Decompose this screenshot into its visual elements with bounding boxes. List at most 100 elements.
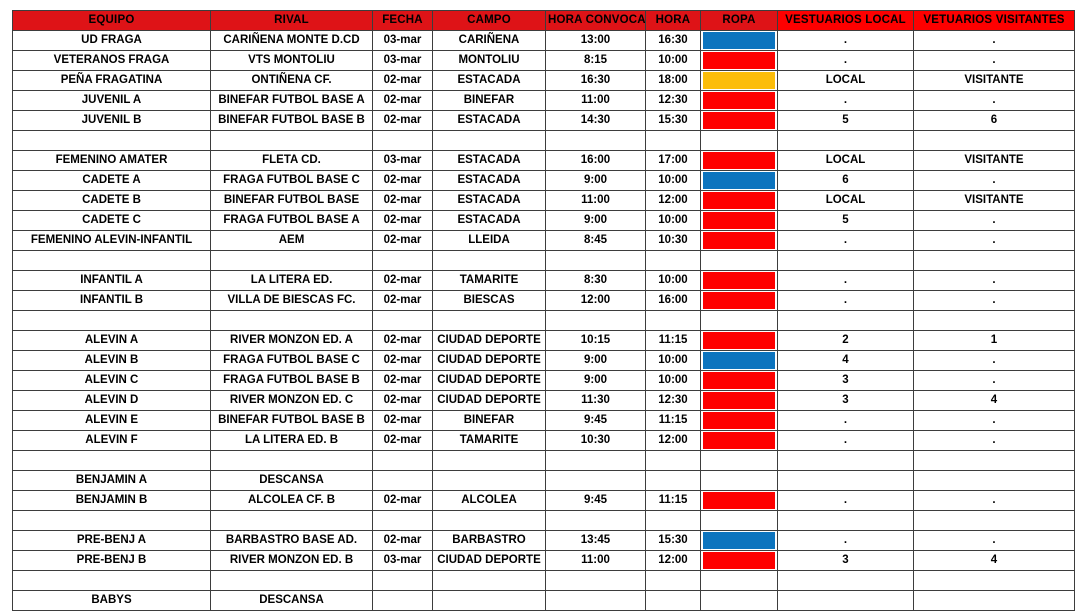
cell-hora: 15:30 [645, 530, 701, 551]
table-row[interactable]: PEÑA FRAGATINA ONTIÑENA CF. 02-mar ESTACADA… [12, 70, 1075, 91]
cell-vestuarios_visitantes: 1 [913, 330, 1075, 351]
ropa-color-swatch-red [703, 52, 775, 69]
separator-cell-hora [645, 250, 701, 271]
separator-cell-vestuarios_local [777, 310, 914, 331]
cell-hora: 12:00 [645, 190, 701, 211]
cell-fecha: 02-mar [372, 70, 433, 91]
cell-campo: ESTACADA [432, 210, 546, 231]
separator-cell-vestuarios_visitantes [913, 130, 1075, 151]
cell-hora_convocatoria: 9:00 [545, 170, 646, 191]
cell-hora_convocatoria: 16:00 [545, 150, 646, 171]
table-row[interactable]: VETERANOS FRAGA VTS MONTOLIU 03-mar MONTOLI… [12, 50, 1075, 71]
cell-ropa [700, 190, 778, 211]
cell-vestuarios_local: . [777, 270, 914, 291]
cell-hora: 12:30 [645, 90, 701, 111]
cell-equipo: BENJAMIN B [12, 490, 211, 511]
table-row[interactable]: JUVENIL B BINEFAR FUTBOL BASE B 02-mar ESTA… [12, 110, 1075, 131]
cell-equipo: PEÑA FRAGATINA [12, 70, 211, 91]
separator-cell-equipo [12, 250, 211, 271]
column-header-fecha: FECHA [372, 10, 433, 31]
ropa-color-swatch-blue [703, 352, 775, 369]
cell-fecha: 02-mar [372, 230, 433, 251]
ropa-color-swatch-red [703, 372, 775, 389]
cell-fecha: 02-mar [372, 190, 433, 211]
separator-cell-rival [210, 450, 373, 471]
cell-vestuarios_local [777, 590, 914, 611]
table-row[interactable]: ALEVIN F LA LITERA ED. B 02-mar TAMARITE 10:… [12, 430, 1075, 451]
separator-cell-rival [210, 250, 373, 271]
cell-hora_convocatoria: 9:00 [545, 350, 646, 371]
separator-cell-hora [645, 310, 701, 331]
column-header-rival: RIVAL [210, 10, 373, 31]
separator-cell-vestuarios_local [777, 130, 914, 151]
cell-fecha: 02-mar [372, 330, 433, 351]
separator-cell-hora [645, 510, 701, 531]
cell-vestuarios_local: 5 [777, 110, 914, 131]
table-row[interactable]: FEMENINO AMATER FLETA CD. 03-mar ESTACADA 16… [12, 150, 1075, 171]
table-row[interactable]: ALEVIN A RIVER MONZON ED. A 02-mar CIUDAD D… [12, 330, 1075, 351]
table-row[interactable]: BABYS DESCANSA [12, 590, 1075, 611]
cell-equipo: INFANTIL A [12, 270, 211, 291]
cell-vestuarios_local: LOCAL [777, 70, 914, 91]
cell-hora: 12:00 [645, 430, 701, 451]
cell-hora [645, 590, 701, 611]
table-row[interactable]: FEMENINO ALEVIN-INFANTIL AEM 02-mar LLEIDA 8… [12, 230, 1075, 251]
cell-hora: 10:00 [645, 50, 701, 71]
table-row[interactable]: ALEVIN C FRAGA FUTBOL BASE B 02-mar CIUDAD … [12, 370, 1075, 391]
separator-cell-campo [432, 510, 546, 531]
table-row[interactable]: CADETE B BINEFAR FUTBOL BASE 02-mar ESTACAD… [12, 190, 1075, 211]
separator-row [12, 570, 1075, 591]
cell-fecha: 02-mar [372, 270, 433, 291]
cell-campo: ALCOLEA [432, 490, 546, 511]
ropa-color-swatch-none [703, 472, 775, 489]
cell-campo: CIUDAD DEPORTE [432, 330, 546, 351]
ropa-color-swatch-red [703, 92, 775, 109]
cell-vestuarios_visitantes: 4 [913, 550, 1075, 571]
cell-ropa [700, 550, 778, 571]
cell-vestuarios_local: 6 [777, 170, 914, 191]
cell-rival: VTS MONTOLIU [210, 50, 373, 71]
table-row[interactable]: ALEVIN D RIVER MONZON ED. C 02-mar CIUDAD D… [12, 390, 1075, 411]
cell-hora [645, 470, 701, 491]
cell-vestuarios_local: 3 [777, 370, 914, 391]
cell-fecha: 02-mar [372, 430, 433, 451]
table-row[interactable]: INFANTIL A LA LITERA ED. 02-mar TAMARITE 8:3… [12, 270, 1075, 291]
table-row[interactable]: ALEVIN E BINEFAR FUTBOL BASE B 02-mar BINEF… [12, 410, 1075, 431]
cell-vestuarios_local: 3 [777, 550, 914, 571]
table-row[interactable]: PRE-BENJ A BARBASTRO BASE AD. 02-mar BARBAS… [12, 530, 1075, 551]
column-header-ropa: ROPA [700, 10, 778, 31]
separator-cell-equipo [12, 130, 211, 151]
separator-cell-fecha [372, 130, 433, 151]
cell-rival: VILLA DE BIESCAS FC. [210, 290, 373, 311]
table-row[interactable]: UD FRAGA CARIÑENA MONTE D.CD 03-mar CARIÑEN… [12, 30, 1075, 51]
separator-cell-hora_convocatoria [545, 510, 646, 531]
table-row[interactable]: JUVENIL A BINEFAR FUTBOL BASE A 02-mar BINE… [12, 90, 1075, 111]
cell-vestuarios_visitantes: . [913, 30, 1075, 51]
cell-rival: RIVER MONZON ED. C [210, 390, 373, 411]
ropa-color-swatch-red [703, 492, 775, 509]
table-row[interactable]: CADETE C FRAGA FUTBOL BASE A 02-mar ESTACAD… [12, 210, 1075, 231]
separator-cell-rival [210, 510, 373, 531]
table-row[interactable]: INFANTIL B VILLA DE BIESCAS FC. 02-mar BIES… [12, 290, 1075, 311]
separator-cell-hora_convocatoria [545, 310, 646, 331]
table-row[interactable]: PRE-BENJ B RIVER MONZON ED. B 03-mar CIUDAD… [12, 550, 1075, 571]
cell-ropa [700, 290, 778, 311]
table-row[interactable]: BENJAMIN B ALCOLEA CF. B 02-mar ALCOLEA 9:45… [12, 490, 1075, 511]
cell-campo: MONTOLIU [432, 50, 546, 71]
cell-vestuarios_visitantes: . [913, 90, 1075, 111]
cell-vestuarios_visitantes: . [913, 270, 1075, 291]
cell-ropa [700, 110, 778, 131]
cell-hora: 11:15 [645, 490, 701, 511]
table-row[interactable]: ALEVIN B FRAGA FUTBOL BASE C 02-mar CIUDAD … [12, 350, 1075, 371]
cell-vestuarios_local: . [777, 430, 914, 451]
cell-vestuarios_local: 3 [777, 390, 914, 411]
cell-campo: CIUDAD DEPORTE [432, 370, 546, 391]
cell-hora_convocatoria: 14:30 [545, 110, 646, 131]
cell-rival: AEM [210, 230, 373, 251]
separator-cell-ropa [700, 450, 778, 471]
table-row[interactable]: BENJAMIN A DESCANSA [12, 470, 1075, 491]
table-row[interactable]: CADETE A FRAGA FUTBOL BASE C 02-mar ESTACAD… [12, 170, 1075, 191]
ropa-color-swatch-blue [703, 32, 775, 49]
